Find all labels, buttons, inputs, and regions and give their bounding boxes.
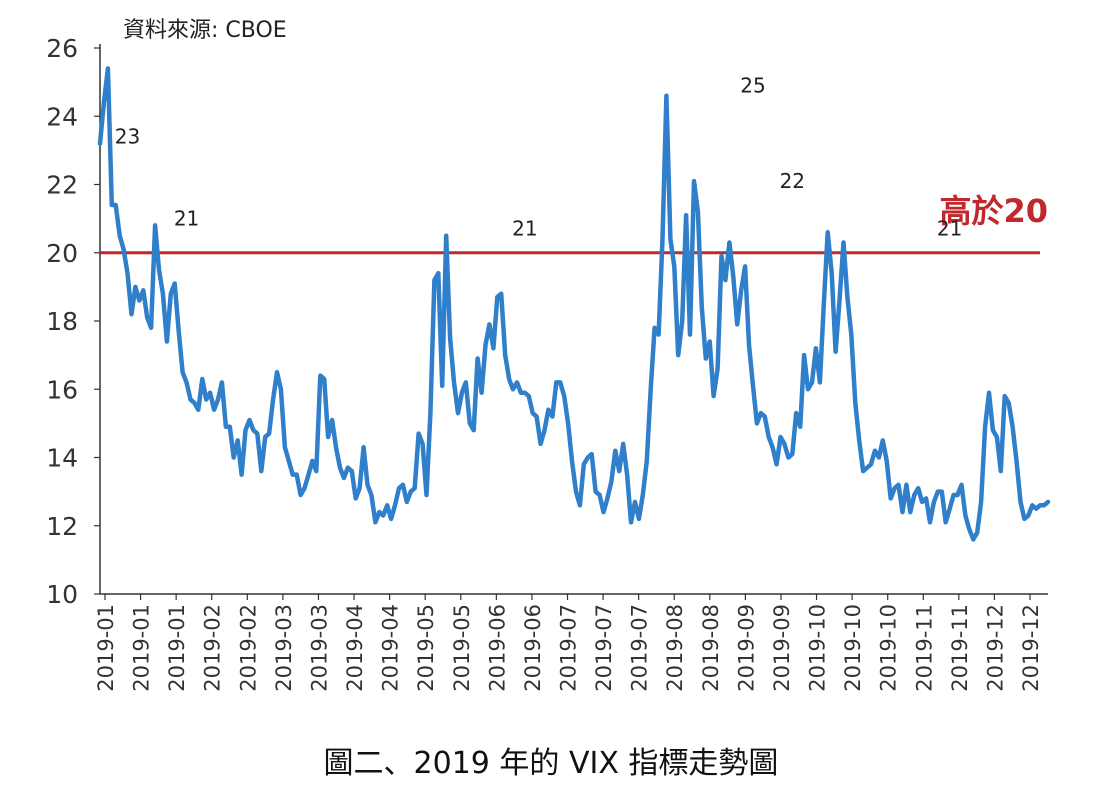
- vix-series-line: [97, 66, 1051, 542]
- x-tick-label: 2019-07: [557, 604, 581, 692]
- y-tick-label: 12: [46, 512, 78, 541]
- peak-annotation: 23: [115, 125, 140, 149]
- peak-annotation: 22: [780, 169, 805, 193]
- peak-annotation: 25: [740, 73, 765, 97]
- figure-caption: 圖二、2019 年的 VIX 指標走勢圖: [323, 746, 779, 781]
- x-tick-label: 2019-09: [734, 604, 758, 692]
- x-tick-label: 2019-04: [343, 604, 367, 692]
- x-tick-label: 2019-04: [379, 604, 403, 692]
- x-tick-label: 2019-05: [414, 604, 438, 692]
- x-tick-label: 2019-01: [165, 604, 189, 692]
- x-tick-label: 2019-08: [699, 604, 723, 692]
- y-tick-label: 22: [46, 171, 78, 200]
- y-tick-label: 20: [46, 239, 78, 268]
- y-tick-label: 10: [46, 580, 78, 609]
- x-tick-label: 2019-12: [1019, 604, 1043, 692]
- x-tick-label: 2019-11: [948, 604, 972, 692]
- source-note: 資料來源: CBOE: [123, 18, 287, 43]
- y-tick-label: 24: [46, 102, 78, 131]
- y-tick-label: 18: [46, 307, 78, 336]
- x-tick-label: 2019-10: [841, 604, 865, 692]
- x-tick-label: 2019-05: [450, 604, 474, 692]
- peak-annotation: 21: [512, 217, 537, 241]
- threshold-label: 高於20: [939, 192, 1048, 230]
- x-tick-label: 2019-10: [877, 604, 901, 692]
- x-tick-label: 2019-06: [485, 604, 509, 692]
- x-tick-label: 2019-02: [201, 604, 225, 692]
- x-tick-label: 2019-08: [663, 604, 687, 692]
- x-tick-label: 2019-07: [628, 604, 652, 692]
- x-tick-label: 2019-03: [272, 604, 296, 692]
- peak-annotation: 21: [174, 206, 199, 230]
- x-tick-label: 2019-01: [94, 604, 118, 692]
- x-tick-label: 2019-01: [130, 604, 154, 692]
- y-tick-label: 26: [46, 34, 78, 63]
- x-tick-label: 2019-10: [806, 604, 830, 692]
- x-tick-label: 2019-07: [592, 604, 616, 692]
- y-tick-label: 16: [46, 375, 78, 404]
- x-tick-label: 2019-12: [983, 604, 1007, 692]
- peak-annotation: 21: [937, 217, 962, 241]
- x-tick-label: 2019-11: [912, 604, 936, 692]
- x-tick-label: 2019-06: [521, 604, 545, 692]
- x-tick-label: 2019-09: [770, 604, 794, 692]
- y-tick-label: 14: [46, 444, 78, 473]
- x-tick-label: 2019-03: [307, 604, 331, 692]
- x-tick-label: 2019-02: [236, 604, 260, 692]
